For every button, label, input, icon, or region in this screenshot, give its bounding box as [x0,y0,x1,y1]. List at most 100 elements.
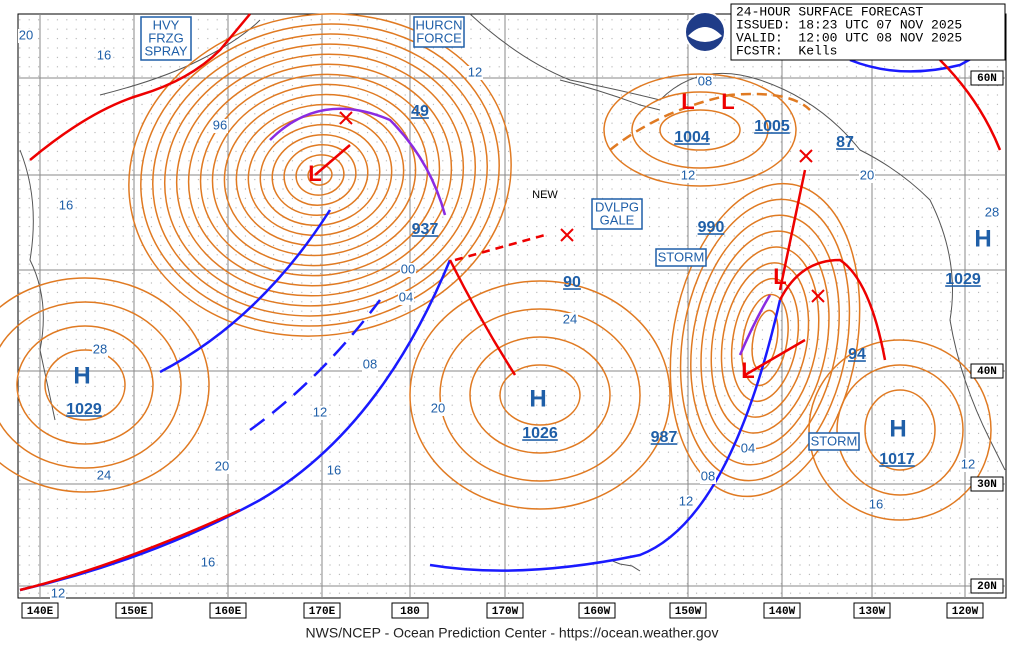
isobar [140,23,500,327]
footer: NWS/NCEP - Ocean Prediction Center - htt… [306,625,719,641]
lat-label: 40N [977,366,997,378]
warning-text: STORM [658,249,705,264]
forecast-position [339,111,825,303]
isobar-label-bg [960,458,976,472]
occluded-front [269,107,447,216]
lat-label-box [970,476,1004,492]
isobar-label-bg [362,358,378,372]
lon-label-box [853,602,891,619]
isobar-label-bg [678,495,694,509]
isobar-label: 12 [51,585,65,600]
isobar [808,339,992,521]
isobar [247,113,393,237]
track [314,144,807,377]
lon-label: 140E [27,606,54,618]
isobar-label-bg [562,313,578,327]
isobar-label-bg [96,469,112,483]
forecast-pressure: 94 [848,346,866,363]
fronts [19,13,1006,592]
isobar-label-bg [212,119,228,133]
isobar [211,83,429,267]
header-line: VALID: 12:00 UTC 08 NOV 2025 [736,30,962,45]
coastlines [19,13,1006,572]
isobar-label: 08 [363,356,377,371]
isobar-label: 12 [679,493,693,508]
low-pressure: 1004 [674,129,710,146]
isobar-label: 08 [701,468,715,483]
isobar [836,364,964,496]
lon-label-box [21,602,59,619]
lon-label: 160W [584,606,611,618]
lon-label-box [763,602,801,619]
header-line: ISSUED: 18:23 UTC 07 NOV 2025 [736,17,962,32]
lon-label: 120W [952,606,979,618]
noaa-logo-bird [688,27,722,42]
high-symbol: H [974,225,991,252]
cold-front [19,259,452,592]
isobar [283,144,357,206]
isobar-label-bg [18,29,34,43]
annotation: NEW [532,189,558,201]
high-symbol: H [889,415,906,442]
trough [609,92,811,151]
labels: 140E 150E 160E 170E 180 170W 160W 150W 140W 130W 1… [18,4,1004,619]
high-symbol: H [73,362,90,389]
isobar-label: 00 [401,261,415,276]
isobar-label: 20 [19,27,33,42]
isobar-label-bg [200,556,216,570]
warning-text: DVLPG [595,199,639,214]
isobar-label-bg [214,460,230,474]
warm-front [29,13,251,161]
isobar-label-bg [92,343,108,357]
isobar-label: 04 [741,440,755,455]
warm-front [778,258,887,361]
warning-box [808,432,860,451]
lon-label-box [209,602,247,619]
lon-label: 180 [400,606,420,618]
isobar-label: 16 [201,554,215,569]
low-symbol: L [721,89,734,114]
coastline [559,79,661,111]
isobar-label-bg [984,206,1000,220]
lon-label-box [946,602,984,619]
isobar [720,262,810,418]
warning-text: STORM [811,433,858,448]
lon-label-box [391,602,429,619]
isobar-label: 28 [985,204,999,219]
isobars [0,13,992,521]
isobar-label: 12 [681,167,695,182]
isobar-label-bg [58,199,74,213]
isobar-label-bg [680,169,696,183]
isobar [128,13,512,337]
warning-box [655,248,707,267]
lon-label: 150W [675,606,702,618]
isobar-label: 04 [399,289,413,304]
isobar [16,325,154,445]
isobar-label-bg [400,263,416,277]
isobar-label-bg [312,406,328,420]
isobar-label-bg [50,587,66,601]
lon-label: 170W [492,606,519,618]
markers [339,111,825,303]
warning-text: GALE [600,212,635,227]
lat-label: 20N [977,581,997,593]
occluded-front [738,294,772,356]
isobar [307,164,333,186]
isobar-label: 24 [97,467,111,482]
header-box [730,3,1006,61]
lat-label-box [970,578,1004,594]
isobar-label-bg [398,291,414,305]
isobar-label: 12 [468,64,482,79]
lon-label: 150E [121,606,148,618]
low-symbol: L [681,89,694,114]
isobar-label-bg [700,470,716,484]
isobar [659,109,741,151]
trough [249,299,381,432]
low-symbol: L [741,358,754,383]
isobar [175,53,465,297]
isobar-label-bg [740,442,756,456]
lat-label-box [970,363,1004,379]
warm-front [939,59,1002,151]
isobar-label: 20 [431,400,445,415]
map-frame [17,13,1007,599]
